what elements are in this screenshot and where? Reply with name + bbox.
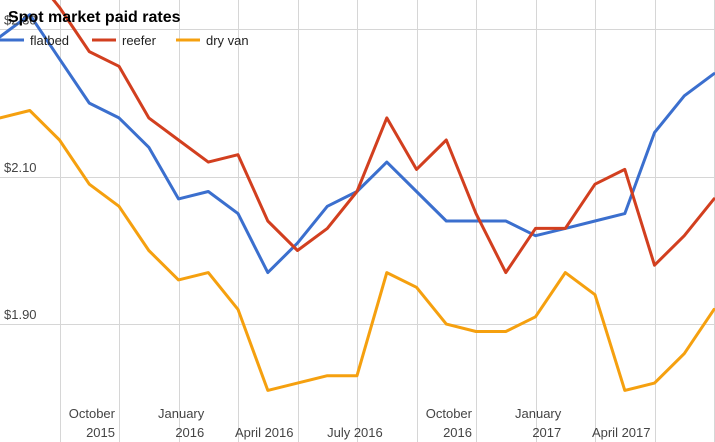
y-axis-ticks: $1.90 $2.10 $2.30 [4,12,37,322]
legend-label: dry van [206,33,249,48]
x-tick-label: 2017 [532,425,561,440]
x-tick-label: 2016 [175,425,204,440]
series-lines [0,0,715,392]
x-tick-label: 2015 [86,425,115,440]
x-tick-label: October [69,406,116,421]
x-tick-label: 2016 [443,425,472,440]
series-line-reefer [51,0,715,275]
x-tick-label: April 2017 [592,425,651,440]
chart-title: Spot market paid rates [8,9,181,26]
y-tick-label: $1.90 [4,307,37,322]
legend-label: reefer [122,33,157,48]
y-tick-label: $2.10 [4,160,37,175]
legend: flatbed reefer dry van [0,33,249,48]
series-line-dry-van [0,109,715,392]
y-tick-label: $2.30 [4,12,37,27]
x-tick-label: January [158,406,205,421]
x-tick-label: January [515,406,562,421]
x-tick-label: July 2016 [327,425,383,440]
x-tick-label: October [426,406,473,421]
x-tick-label: April 2016 [235,425,294,440]
legend-label: flatbed [30,33,69,48]
x-axis-ticks: October 2015 January 2016 April 2016 July 201… [69,406,651,440]
